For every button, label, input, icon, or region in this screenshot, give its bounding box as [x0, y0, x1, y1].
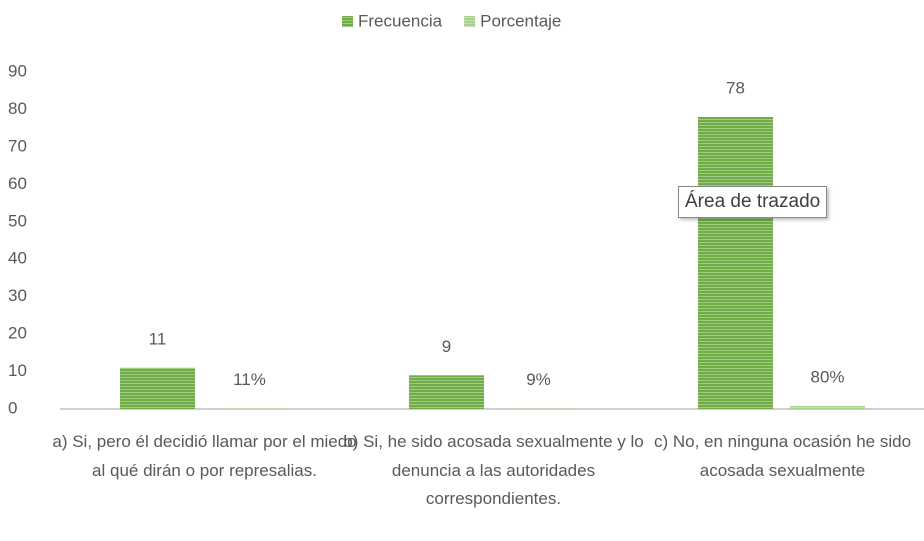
y-tick-label: 70	[8, 136, 27, 155]
y-tick-label: 20	[8, 324, 27, 343]
y-tick-label: 10	[8, 361, 27, 380]
y-tick-label: 30	[8, 286, 27, 305]
legend-swatch	[464, 16, 476, 27]
bar	[120, 367, 195, 409]
legend-label: Porcentaje	[480, 11, 561, 30]
data-label: 9%	[526, 370, 551, 389]
x-tick-label: b) Si, he sido acosada sexualmente y lo …	[343, 432, 644, 508]
y-tick-label: 40	[8, 249, 27, 268]
legend-swatch	[342, 16, 353, 27]
y-tick-label: 50	[8, 211, 27, 230]
bar	[790, 406, 865, 409]
y-tick-label: 0	[8, 398, 17, 417]
data-label: 11	[149, 329, 167, 348]
bar	[698, 116, 773, 409]
bar	[409, 375, 484, 409]
data-label: 9	[442, 337, 451, 356]
legend-label: Frecuencia	[358, 11, 443, 30]
y-tick-label: 60	[8, 174, 27, 193]
y-tick-label: 90	[8, 61, 27, 80]
data-label: 11%	[233, 370, 266, 389]
data-label: 80%	[810, 367, 844, 386]
tooltip: Área de trazado	[678, 186, 828, 218]
y-tick-label: 80	[8, 99, 27, 118]
x-tick-label: c) No, en ninguna ocasión he sido acosad…	[653, 432, 912, 480]
x-tick-label: a) Si, pero él decidió llamar por el mie…	[52, 432, 357, 480]
data-label: 78	[726, 78, 745, 97]
